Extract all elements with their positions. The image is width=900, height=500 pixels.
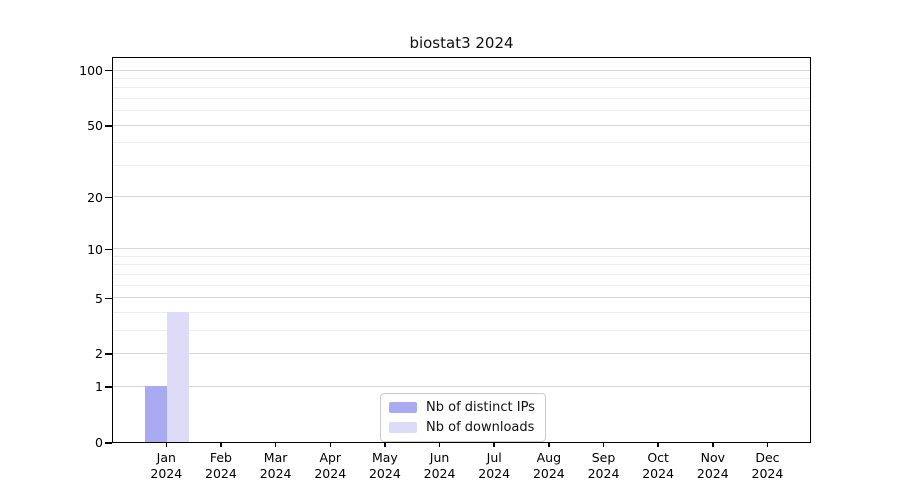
y-tick-label: 5 [95, 290, 103, 306]
gridline-major [113, 69, 810, 71]
x-tick-label-oct: Oct 2024 [626, 450, 690, 482]
gridline-minor [113, 273, 810, 275]
x-tick-mark [493, 443, 495, 447]
gridline-minor [113, 142, 810, 144]
y-tick-mark [105, 353, 112, 355]
x-tick-month: Nov [700, 450, 725, 465]
y-tick-mark [105, 442, 112, 444]
y-tick-label: 20 [87, 189, 103, 205]
legend-item-distinct-ips: Nb of distinct IPs [389, 400, 535, 415]
x-tick-mark [220, 443, 222, 447]
gridline-minor [113, 264, 810, 266]
x-tick-mark [602, 443, 605, 447]
x-tick-label-dec: Dec 2024 [735, 450, 799, 482]
x-tick-label-jul: Jul 2024 [462, 450, 526, 482]
x-tick-month: Mar [263, 450, 288, 465]
gridline-major [113, 124, 810, 126]
x-tick-label-feb: Feb 2024 [189, 450, 253, 482]
y-tick-mark [105, 386, 112, 388]
y-tick-label: 1 [95, 379, 103, 395]
x-tick-month: Jul [486, 450, 502, 465]
gridline-minor [113, 329, 810, 331]
y-tick-mark [105, 297, 112, 300]
legend-label-distinct-ips: Nb of distinct IPs [426, 400, 535, 415]
x-tick-year: 2024 [587, 466, 620, 481]
x-tick-year: 2024 [368, 466, 401, 481]
x-tick-month: Feb [209, 450, 232, 465]
gridline-minor [113, 87, 810, 89]
x-tick-label-mar: Mar 2024 [244, 450, 308, 482]
y-tick-mark [105, 125, 112, 127]
x-tick-mark [766, 443, 769, 447]
x-tick-month: Sep [591, 450, 616, 465]
y-tick-mark [105, 248, 112, 251]
x-tick-mark [438, 443, 441, 447]
x-tick-mark [712, 443, 714, 447]
x-tick-mark [657, 443, 659, 447]
x-tick-year: 2024 [314, 466, 347, 481]
x-tick-month: Aug [536, 450, 562, 465]
bar-distinct-ips-jan [145, 386, 168, 442]
gridline-major [113, 385, 810, 387]
x-tick-label-nov: Nov 2024 [681, 450, 745, 482]
y-tick-label: 0 [95, 435, 103, 450]
x-tick-mark [329, 443, 331, 447]
x-tick-label-sep: Sep 2024 [572, 450, 636, 482]
gridline-minor [113, 97, 810, 99]
legend-swatch-downloads [389, 422, 417, 433]
x-tick-month: Jan [156, 450, 176, 465]
y-tick-mark [105, 196, 112, 199]
gridline-minor [113, 284, 810, 286]
x-tick-label-may: May 2024 [353, 450, 417, 482]
bar-downloads-jan [167, 312, 190, 442]
y-tick-label: 2 [95, 346, 103, 362]
x-tick-month: May [371, 450, 398, 465]
gridline-minor [113, 164, 810, 166]
x-tick-year: 2024 [205, 466, 237, 481]
gridline-minor [113, 311, 810, 313]
legend: Nb of distinct IPs Nb of downloads [380, 393, 546, 442]
legend-item-downloads: Nb of downloads [389, 420, 535, 435]
x-tick-year: 2024 [532, 466, 565, 481]
x-tick-label-aug: Aug 2024 [517, 450, 581, 482]
x-tick-year: 2024 [150, 466, 183, 481]
x-tick-label-jun: Jun 2024 [408, 450, 472, 482]
gridline-major [113, 297, 810, 299]
x-tick-year: 2024 [696, 466, 729, 481]
gridline-major [113, 352, 810, 354]
x-tick-month: Dec [755, 450, 780, 465]
x-tick-month: Oct [647, 450, 669, 465]
y-tick-label: 50 [87, 118, 103, 134]
gridline-minor [113, 110, 810, 112]
x-tick-year: 2024 [423, 466, 456, 481]
x-tick-mark [384, 443, 386, 447]
legend-swatch-distinct-ips [389, 402, 417, 413]
x-tick-label-jan: Jan 2024 [134, 450, 198, 482]
y-tick-mark [105, 69, 112, 72]
x-tick-year: 2024 [478, 466, 511, 481]
y-tick-label: 10 [87, 241, 103, 257]
gridline-minor [113, 255, 810, 257]
gridline-major [113, 248, 810, 250]
gridline-major [113, 196, 810, 198]
y-tick-label: 100 [79, 62, 103, 78]
x-tick-year: 2024 [642, 466, 675, 481]
x-tick-month: Apr [319, 450, 342, 465]
x-tick-mark [274, 443, 277, 447]
x-tick-year: 2024 [751, 466, 784, 481]
x-tick-label-apr: Apr 2024 [298, 450, 362, 482]
legend-label-downloads: Nb of downloads [426, 420, 535, 435]
x-tick-month: Jun [429, 450, 450, 465]
x-tick-mark [165, 443, 168, 447]
x-tick-mark [548, 443, 550, 447]
plot-area: Nb of distinct IPs Nb of downloads [112, 57, 811, 443]
gridline-minor [113, 77, 810, 79]
chart-title: biostat3 2024 [409, 34, 514, 52]
x-tick-year: 2024 [259, 466, 292, 481]
